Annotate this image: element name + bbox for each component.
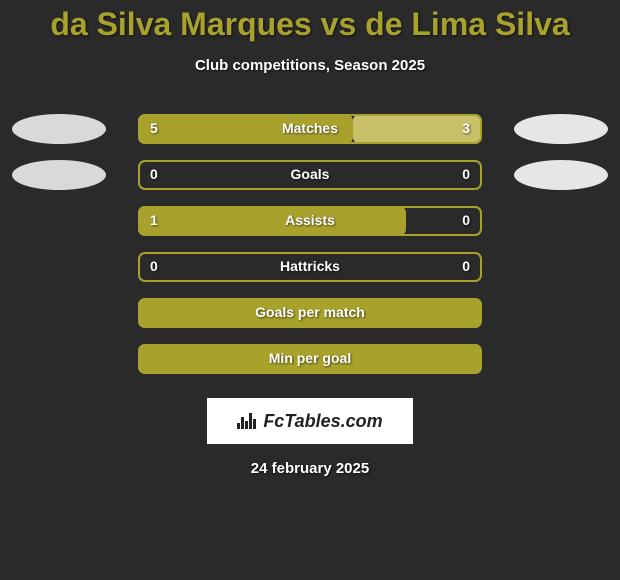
player-marker-left xyxy=(12,160,106,190)
stat-row: Assists1 0 xyxy=(0,206,620,252)
player-marker-left xyxy=(12,114,106,144)
page-subtitle: Club competitions, Season 2025 xyxy=(0,57,620,74)
stat-label: Min per goal xyxy=(138,350,482,366)
stat-row: Hattricks0 0 xyxy=(0,252,620,298)
stat-value-left: 1 xyxy=(150,212,158,228)
stat-bar: Hattricks0 0 xyxy=(138,252,482,282)
stat-value-right: 3 xyxy=(462,120,470,136)
logo-box: FcTables.com xyxy=(207,398,413,444)
stat-row: Matches5 3 xyxy=(0,114,620,160)
stat-label: Assists xyxy=(138,212,482,228)
stat-label: Goals xyxy=(138,166,482,182)
stat-value-right: 0 xyxy=(462,258,470,274)
stat-value-left: 0 xyxy=(150,166,158,182)
stat-value-right: 0 xyxy=(462,212,470,228)
page-title: da Silva Marques vs de Lima Silva xyxy=(0,6,620,43)
stat-label: Hattricks xyxy=(138,258,482,274)
stat-bar: Assists1 0 xyxy=(138,206,482,236)
stat-row: Goals0 0 xyxy=(0,160,620,206)
logo-text: FcTables.com xyxy=(263,411,382,432)
stat-bar: Matches5 3 xyxy=(138,114,482,144)
player-marker-right xyxy=(514,160,608,190)
stat-value-right: 0 xyxy=(462,166,470,182)
stat-label: Matches xyxy=(138,120,482,136)
stat-bar: Goals per match xyxy=(138,298,482,328)
stat-bar: Goals0 0 xyxy=(138,160,482,190)
stat-row: Min per goal xyxy=(0,344,620,390)
stat-value-left: 0 xyxy=(150,258,158,274)
stat-rows: Matches53Goals00Assists10Hattricks00Goal… xyxy=(0,114,620,390)
stat-row: Goals per match xyxy=(0,298,620,344)
date-label: 24 february 2025 xyxy=(0,460,620,477)
logo: FcTables.com xyxy=(237,411,382,432)
stat-value-left: 5 xyxy=(150,120,158,136)
barchart-icon xyxy=(237,413,257,429)
stat-label: Goals per match xyxy=(138,304,482,320)
player-marker-right xyxy=(514,114,608,144)
stat-bar: Min per goal xyxy=(138,344,482,374)
